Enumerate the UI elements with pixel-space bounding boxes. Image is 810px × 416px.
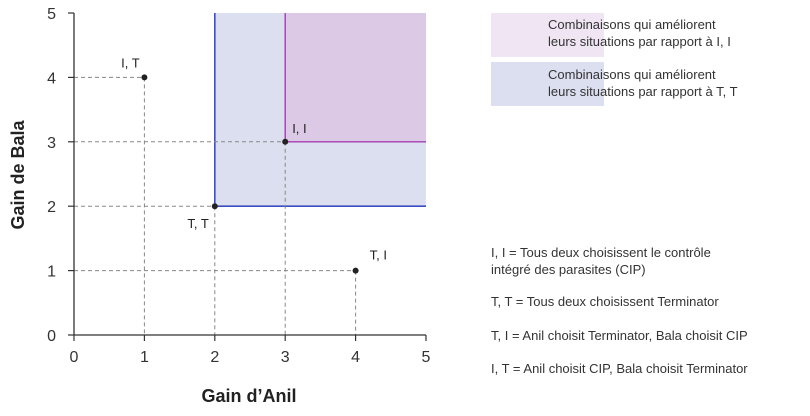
data-point-label: I, I [292,121,306,136]
legend-swatch-ii [491,13,604,57]
y-tick-label: 5 [47,6,56,23]
legend-label-tt: Combinaisons qui améliorent leurs situat… [548,66,738,100]
x-tick-label: 5 [422,349,431,366]
payoff-chart: 0 1 2 3 4 5 0 1 2 3 4 5 I, T I, I T, T T, I Gain d’Ani… [8,6,431,406]
region-better-than-ii [285,13,426,142]
key-ii: I, I = Tous deux choisissent le contrôle… [491,244,711,278]
regions-layer [214,13,426,207]
data-point [282,138,289,145]
y-tick-label: 3 [47,135,56,152]
ticks-layer: 0 1 2 3 4 5 0 1 2 3 4 5 [47,6,430,366]
x-tick-label: 2 [210,349,219,366]
legend-label-ii-line1: Combinaisons qui améliorent [548,17,716,32]
key-it: I, T = Anil choisit CIP, Bala choisit Te… [491,361,748,376]
points-layer: I, T I, I T, T T, I [121,55,387,274]
y-tick-label: 1 [47,264,56,281]
key-ii-line2: intégré des parasites (CIP) [491,262,646,277]
data-point-label: T, I [370,248,387,263]
x-tick-label: 3 [281,349,290,366]
guides-layer [74,76,357,335]
x-tick-label: 0 [70,349,79,366]
data-point [352,267,359,274]
data-point-label: T, T [187,216,208,231]
legend-label-tt-line2: leurs situations par rapport à T, T [548,84,738,99]
data-point-label: I, T [121,55,140,70]
legend-label-ii-line2: leurs situations par rapport à I, I [548,34,731,49]
legend-label-tt-line1: Combinaisons qui améliorent [548,67,716,82]
y-tick-label: 2 [47,199,56,216]
y-tick-label: 0 [47,328,56,345]
x-tick-label: 4 [351,349,360,366]
legend-swatch-tt [491,62,604,106]
key-tt: T, T = Tous deux choisissent Terminator [491,294,719,309]
key-ti: T, I = Anil choisit Terminator, Bala cho… [491,328,748,343]
y-axis-title: Gain de Bala [8,119,28,229]
key-ii-line1: I, I = Tous deux choisissent le contrôle [491,245,711,260]
axes-layer [73,13,426,336]
legend-label-ii: Combinaisons qui améliorent leurs situat… [548,16,731,50]
data-point [211,203,218,210]
x-axis-title: Gain d’Anil [201,386,296,406]
x-tick-label: 1 [140,349,149,366]
data-point [141,74,148,81]
y-tick-label: 4 [47,70,56,87]
